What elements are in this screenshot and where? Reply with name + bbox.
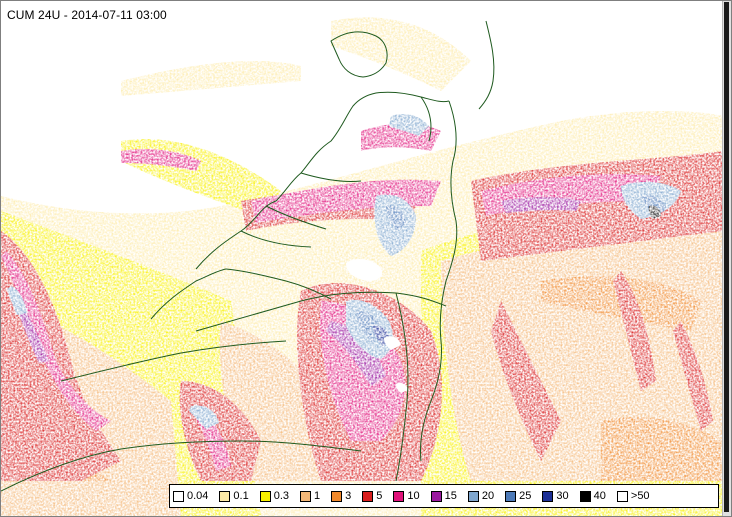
map-title: CUM 24U - 2014-07-11 03:00 (7, 8, 167, 22)
legend-swatch (467, 490, 479, 502)
legend-item: 25 (505, 490, 531, 502)
precipitation-field (1, 17, 723, 516)
scrollbar-thumb[interactable] (724, 2, 729, 512)
legend-label: 15 (444, 490, 457, 502)
legend-label: 25 (519, 490, 532, 502)
legend-label: 40 (593, 490, 606, 502)
legend-swatch (542, 490, 554, 502)
legend-item: 10 (393, 490, 420, 502)
legend-item: 20 (467, 490, 495, 502)
legend-swatch (505, 490, 517, 502)
legend-label: 1 (314, 490, 321, 502)
legend-label: 3 (345, 490, 352, 502)
legend-swatch (393, 490, 405, 502)
legend-swatch (430, 490, 442, 502)
legend-swatch (579, 490, 591, 502)
legend-label: >50 (630, 490, 650, 502)
legend-swatch (300, 490, 312, 502)
legend-label: 10 (407, 490, 420, 502)
legend-label: 30 (556, 490, 569, 502)
legend-label: 0.3 (273, 490, 290, 502)
legend-label: 20 (481, 490, 495, 502)
legend-item: 5 (362, 490, 382, 502)
legend-swatch (259, 490, 271, 502)
legend-swatch (219, 490, 231, 502)
legend-swatch (331, 490, 343, 502)
legend-item: 3 (331, 490, 351, 502)
legend-swatch (173, 490, 184, 502)
legend-item: 40 (579, 490, 606, 502)
legend-item: >50 (616, 490, 650, 502)
legend-label: 5 (376, 490, 383, 502)
legend-item: 0.1 (219, 490, 249, 502)
legend-swatch (616, 490, 628, 502)
legend-label: 0.1 (233, 490, 249, 502)
country-borders (1, 20, 495, 492)
legend-item: 30 (542, 490, 569, 502)
legend-swatch (362, 490, 374, 502)
legend-label: 0.04 (187, 490, 209, 502)
vertical-scrollbar[interactable] (722, 1, 731, 516)
legend-item: 0.3 (259, 490, 290, 502)
legend-item: 1 (300, 490, 320, 502)
legend-item: 15 (430, 490, 457, 502)
precipitation-legend: 0.04 0.1 0.3 1 3 5 10 15 20 25 30 40 >50 (169, 484, 719, 508)
legend-item: 0.04 (173, 490, 208, 502)
